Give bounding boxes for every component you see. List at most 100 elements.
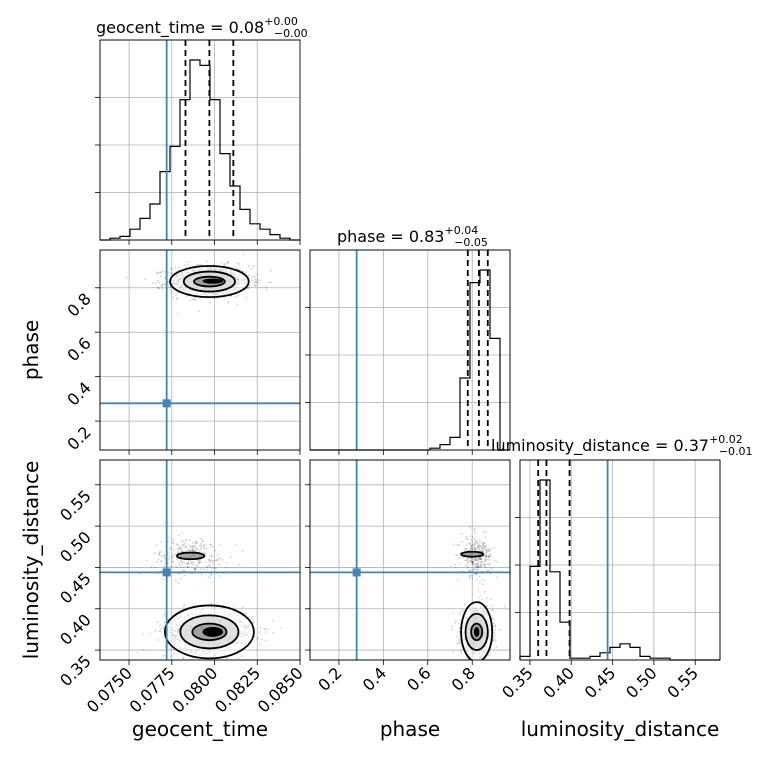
sample-point	[173, 549, 176, 552]
sample-point	[188, 539, 191, 541]
sample-point	[470, 545, 473, 547]
sample-point	[469, 568, 472, 571]
sample-point	[173, 652, 175, 655]
sample-point	[489, 547, 492, 550]
sample-point	[469, 560, 472, 562]
sample-point	[474, 543, 476, 546]
sample-point	[187, 562, 190, 565]
panel-titles: geocent_time = 0.08+0.00 −0.00 phase = 0.…	[96, 15, 753, 458]
sample-point	[473, 567, 476, 570]
sample-point	[473, 547, 476, 550]
sample-point	[171, 267, 173, 270]
sample-point	[171, 540, 174, 542]
sample-point	[487, 555, 490, 557]
sample-point	[158, 624, 161, 627]
y-tick-label: 0.4	[63, 378, 94, 409]
sample-point	[468, 569, 471, 572]
sample-point	[163, 615, 165, 617]
sample-point	[185, 563, 188, 565]
sample-point	[254, 285, 257, 288]
sample-point	[187, 566, 190, 569]
sample-point	[474, 541, 476, 544]
sample-point	[255, 281, 258, 284]
sample-point	[163, 635, 165, 638]
sample-point	[272, 631, 275, 634]
sample-point	[194, 549, 197, 551]
sample-point	[196, 264, 198, 266]
sample-point	[232, 605, 235, 608]
sample-point	[279, 626, 282, 629]
sample-point	[479, 549, 482, 552]
sample-point	[471, 560, 474, 563]
sample-point	[476, 561, 479, 564]
sample-point	[200, 573, 203, 576]
sample-point	[241, 606, 244, 609]
sample-point	[209, 577, 212, 580]
sample-point	[458, 641, 461, 643]
sample-point	[474, 531, 477, 534]
sample-point	[187, 261, 190, 264]
sample-point	[473, 548, 476, 551]
sample-point	[217, 553, 219, 556]
sample-point	[462, 609, 465, 612]
sample-point	[473, 549, 476, 551]
sample-point	[469, 543, 472, 546]
sample-point	[226, 657, 228, 660]
sample-point	[206, 566, 209, 569]
sample-point	[159, 627, 162, 630]
sample-point	[238, 263, 241, 266]
sample-point	[263, 628, 266, 631]
sample-point	[160, 283, 163, 286]
sample-point	[208, 561, 211, 563]
sample-point	[125, 276, 128, 279]
sample-point	[474, 559, 476, 562]
sample-point	[483, 579, 486, 582]
sample-point	[476, 557, 479, 560]
sample-point	[478, 558, 480, 561]
sample-point	[245, 613, 247, 615]
sample-point	[214, 549, 217, 552]
sample-point	[154, 566, 157, 569]
sample-point	[236, 267, 238, 270]
sample-point	[213, 559, 216, 562]
sample-point	[475, 568, 478, 571]
sample-point	[475, 559, 477, 562]
sample-point	[479, 541, 482, 544]
sample-point	[227, 302, 230, 305]
sample-point	[186, 562, 189, 565]
sample-point	[181, 540, 184, 542]
sample-point	[235, 544, 238, 547]
sample-point	[252, 264, 255, 267]
x-tick-label: 0.35	[498, 663, 537, 702]
contour-level	[191, 622, 228, 642]
x-tick-label: 0.6	[403, 663, 434, 694]
sample-point	[481, 541, 484, 544]
sample-point	[199, 548, 202, 551]
sample-point	[218, 575, 221, 577]
sample-point	[179, 566, 182, 568]
sample-point	[259, 627, 262, 630]
sample-point	[195, 541, 198, 543]
sample-point	[247, 286, 249, 289]
sample-point	[160, 570, 163, 572]
sample-point	[200, 546, 203, 549]
sample-point	[490, 568, 493, 571]
scatter-group	[449, 526, 506, 660]
sample-point	[481, 544, 484, 546]
sample-point	[482, 543, 485, 545]
histogram-geocent_time	[100, 59, 300, 241]
sample-point	[209, 543, 212, 546]
sample-point	[494, 624, 496, 627]
sample-point	[158, 281, 161, 284]
sample-point	[172, 560, 175, 563]
sample-point	[168, 536, 171, 539]
sample-point	[197, 562, 200, 565]
x-tick-label: 0.4	[359, 663, 390, 694]
sample-point	[208, 301, 211, 304]
sample-point	[483, 590, 486, 593]
sample-point	[198, 544, 201, 547]
sample-point	[474, 558, 477, 561]
sample-point	[473, 546, 476, 548]
xlabel-luminosity-distance: luminosity_distance	[521, 717, 720, 741]
sample-point	[480, 564, 483, 566]
